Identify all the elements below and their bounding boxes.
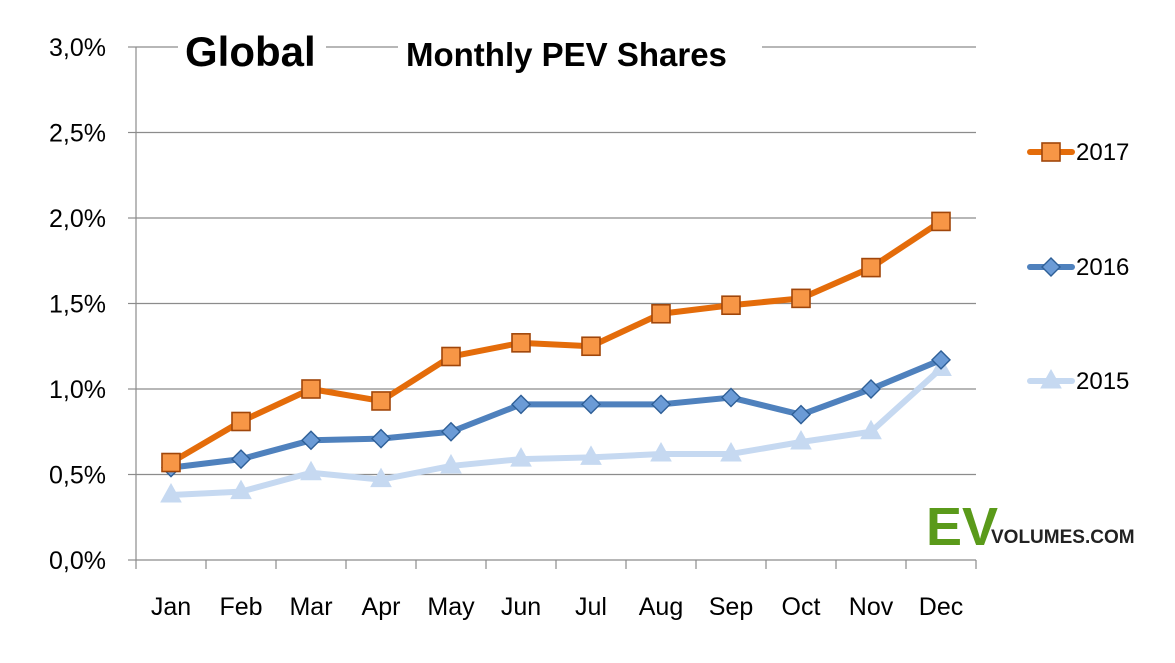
legend-marker-2016 [1041,257,1061,277]
point-2016-sep [721,387,741,408]
point-2016-aug [651,394,671,415]
x-tick-label-jan: Jan [151,593,191,621]
x-tick-label-jun: Jun [501,593,541,621]
legend-label-2017: 2017 [1076,139,1129,166]
point-2017-nov [861,257,881,278]
y-tick-label-1: 0,5% [49,462,106,490]
region-label: Global [185,28,316,75]
point-2015-may [440,453,462,474]
region-label-bg [178,30,326,72]
chart-title: Monthly PEV Shares [406,36,727,73]
y-tick-label-0: 0,0% [49,547,106,575]
point-2017-jun [511,333,531,353]
point-2017-aug [651,303,671,324]
series-line-2016 [168,356,944,471]
point-2016-jul [581,394,601,415]
x-tick-label-oct: Oct [782,593,821,621]
point-2016-feb [231,449,251,470]
y-tick-label-6: 3,0% [49,34,106,62]
x-tick-label-nov: Nov [849,593,894,621]
point-2016-dec [931,349,951,370]
y-axis-tick-labels: 0,0% 0,5% 1,0% 1,5% 2,0% 2,5% 3,0% [49,34,106,575]
x-tick-label-aug: Aug [639,593,683,621]
series-2017 [161,211,951,473]
point-2017-may [441,346,461,367]
point-2017-dec [931,211,951,232]
x-tick-label-sep: Sep [709,593,753,621]
series-2015 [160,356,952,503]
y-tick-label-4: 2,0% [49,205,106,233]
point-2017-apr [371,391,391,411]
x-tick-label-feb: Feb [219,593,262,621]
point-2015-aug [650,441,672,462]
legend: 2017 2016 2015 [1027,139,1129,395]
point-2015-nov [860,419,882,440]
legend-marker-2015 [1040,368,1062,389]
x-tick-label-apr: Apr [362,593,401,621]
legend-label-2016: 2016 [1076,254,1129,281]
point-2016-jun [511,394,531,415]
axes [128,46,977,569]
x-tick-label-mar: Mar [289,593,332,621]
point-2015-feb [230,479,252,500]
point-2015-mar [300,460,322,481]
y-tick-label-3: 1,5% [49,291,106,319]
x-tick-label-jul: Jul [575,593,607,621]
point-2016-nov [861,379,881,399]
chart-title-bg [398,30,762,72]
point-2016-may [441,421,461,442]
point-2017-mar [301,379,321,399]
point-2015-sep [720,441,742,462]
point-2017-jul [581,336,601,357]
point-2016-apr [371,428,391,449]
legend-item-2017: 2017 [1027,139,1129,166]
x-tick-label-may: May [427,593,475,621]
legend-item-2015: 2015 [1027,368,1129,395]
point-2017-feb [231,411,251,432]
point-2015-apr [370,467,392,488]
point-2015-jul [580,445,602,465]
point-2015-jan [160,482,182,503]
legend-item-2016: 2016 [1027,254,1129,281]
series-line-2015 [168,365,944,499]
brand-logo-ev: EV [926,497,998,557]
point-2017-sep [721,295,741,316]
data-series [160,211,952,503]
legend-marker-2017 [1041,142,1061,162]
y-tick-label-2: 1,0% [49,376,106,404]
series-line-2017 [168,218,944,466]
point-2015-jun [510,447,532,467]
brand-logo-domain: VOLUMES.COM [991,527,1135,548]
point-2017-jan [161,452,181,473]
brand-logo: EV VOLUMES.COM [926,497,1135,557]
point-2016-oct [791,404,811,425]
point-2015-oct [790,429,812,450]
y-tick-label-5: 2,5% [49,120,106,148]
x-tick-label-dec: Dec [919,593,963,621]
point-2016-mar [301,430,321,451]
point-2017-oct [791,288,811,309]
legend-label-2015: 2015 [1076,368,1129,395]
x-axis-tick-labels: Jan Feb Mar Apr May Jun Jul Aug Sep Oct Nov Dec [151,593,963,621]
